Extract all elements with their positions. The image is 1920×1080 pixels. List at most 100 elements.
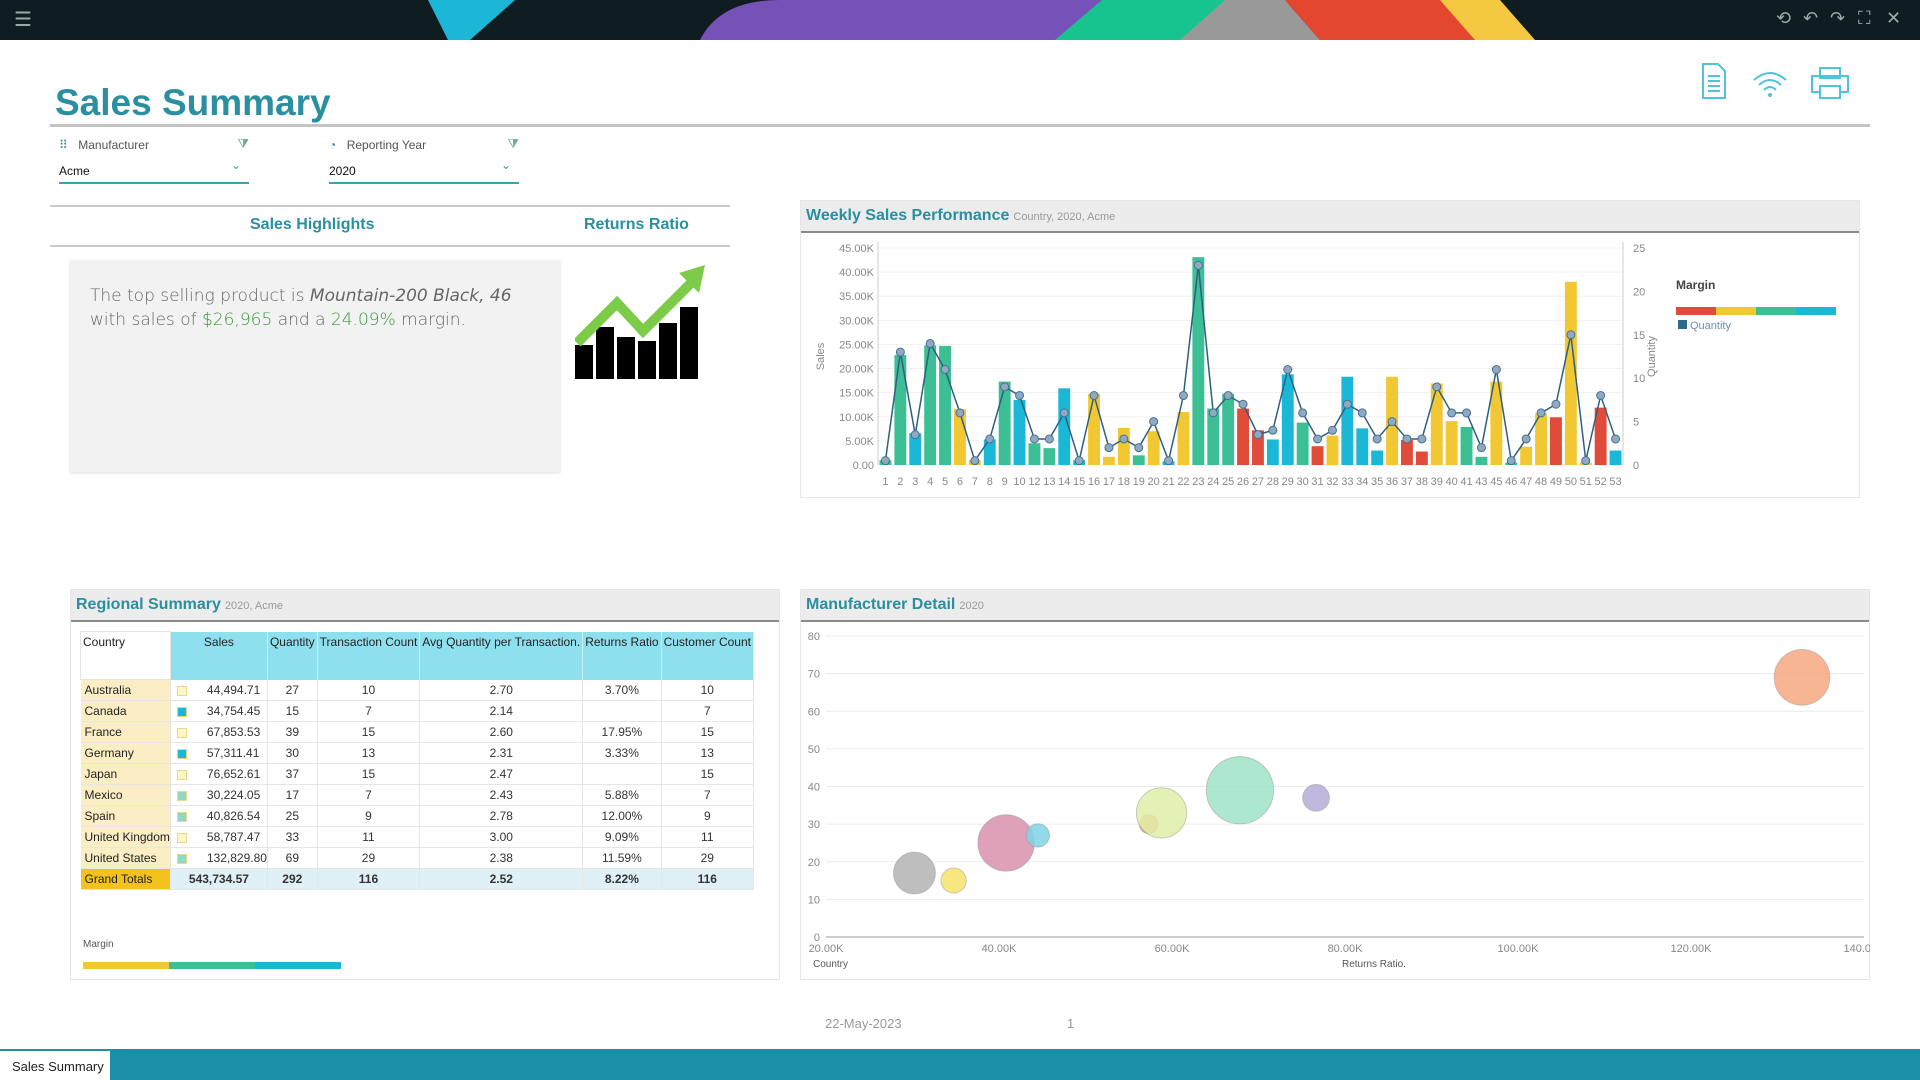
table-cell: 13: [317, 742, 421, 764]
table-cell: 29: [661, 847, 755, 869]
table-cell: 15: [317, 763, 421, 785]
week-label: 5: [942, 476, 948, 488]
week-label: 12: [1028, 476, 1040, 488]
quantity-point: [1581, 456, 1591, 466]
sales-value: $26,965: [201, 310, 273, 330]
filter-clear-icon[interactable]: ⧩: [507, 136, 519, 151]
document-icon[interactable]: [1700, 62, 1728, 100]
y-tick-label: 0: [814, 932, 820, 944]
week-label: 45: [1490, 476, 1502, 488]
table-cell: 10: [317, 679, 421, 701]
column-header[interactable]: Avg Quantity per Transaction.: [419, 631, 584, 680]
table-cell: 2.38: [419, 847, 584, 869]
y-tick-label: 60: [808, 706, 820, 718]
legend-swatch-red: [1676, 307, 1716, 315]
quantity-point: [1238, 399, 1248, 409]
week-label: 22: [1177, 476, 1189, 488]
quantity-point: [1342, 399, 1352, 409]
bubble-japan: [1302, 783, 1330, 812]
manufacturer-filter[interactable]: ⠿ Manufacturer ⧩ Acme ⌄: [59, 136, 249, 184]
margin-swatch: [176, 685, 187, 696]
table-cell: 7: [661, 700, 755, 722]
title-divider: [50, 124, 1870, 127]
undo-icon[interactable]: ↶: [1803, 8, 1819, 28]
column-header[interactable]: Quantity: [267, 631, 318, 680]
chevron-down-icon[interactable]: ⌄: [230, 158, 241, 172]
quantity-point: [1000, 382, 1010, 392]
sales-bar: [1490, 381, 1503, 465]
y-tick-label: 10.00K: [839, 412, 875, 424]
panel-subtitle: Country, 2020, Acme: [1013, 211, 1116, 223]
tab-sales-highlights[interactable]: Sales Highlights: [250, 216, 375, 233]
sales-bar: [983, 439, 996, 465]
week-label: 16: [1088, 476, 1100, 488]
wifi-icon[interactable]: [1752, 70, 1788, 98]
column-header[interactable]: Returns Ratio: [582, 631, 662, 680]
sales-bar: [1058, 388, 1071, 465]
panel-header: Regional Summary 2020, Acme: [71, 590, 779, 622]
column-header[interactable]: Sales: [170, 631, 268, 680]
panel-title: Regional Summary: [76, 596, 221, 613]
week-label: 51: [1580, 476, 1592, 488]
sales-bar: [1266, 439, 1279, 465]
bubble-france: [1205, 756, 1275, 825]
sales-bar: [1103, 456, 1115, 465]
week-label: 19: [1133, 476, 1145, 488]
column-header[interactable]: Transaction Count: [317, 631, 421, 680]
quantity-point: [1566, 330, 1576, 340]
filter-label: Manufacturer: [78, 138, 149, 152]
filter-clear-icon[interactable]: ⧩: [237, 136, 249, 151]
quantity-point: [1119, 434, 1129, 444]
y-tick-label: 80: [808, 631, 820, 643]
quantity-point: [1521, 434, 1531, 444]
sales-bar: [1192, 257, 1205, 465]
quantity-point: [1015, 391, 1025, 401]
panel-header: Manufacturer Detail 2020: [801, 590, 1869, 622]
close-icon[interactable]: ✕: [1886, 8, 1902, 28]
y-tick-label: 35.00K: [839, 291, 875, 303]
quantity-point: [1044, 434, 1054, 444]
table-cell: 11: [661, 826, 755, 848]
tab-returns-ratio[interactable]: Returns Ratio: [584, 216, 689, 233]
table-row: United States 132,829.80 69 29 2.38 11.59% 29: [80, 847, 755, 869]
fullscreen-icon[interactable]: ⛶: [1858, 8, 1871, 28]
y2-axis-label: Quantity: [1646, 336, 1658, 377]
week-label: 26: [1237, 476, 1249, 488]
print-icon[interactable]: [1810, 66, 1850, 100]
week-label: 8: [987, 476, 993, 488]
table-cell: Japan: [80, 763, 171, 785]
reporting-year-filter[interactable]: ◔ Reporting Year ⧩ 2020 ⌄: [329, 136, 519, 184]
table-cell: 58,787.47: [170, 826, 268, 848]
week-label: 14: [1058, 476, 1070, 488]
x-axis-label: Country: [813, 959, 849, 970]
y-tick-label: 25.00K: [839, 339, 875, 351]
legend-swatch-blue: [1796, 307, 1836, 315]
redo-icon[interactable]: ↷: [1830, 8, 1846, 28]
week-label: 30: [1297, 476, 1309, 488]
column-header[interactable]: Customer Count: [661, 631, 755, 680]
sales-bar: [1132, 455, 1145, 465]
sales-bar: [1475, 456, 1488, 465]
hamburger-menu-icon[interactable]: ☰: [14, 9, 32, 31]
refresh-icon[interactable]: ⟲: [1776, 8, 1792, 28]
y2-tick-label: 25: [1633, 243, 1645, 255]
table-cell: 67,853.53: [170, 721, 268, 743]
legend-swatch-green: [1756, 307, 1796, 315]
quantity-point: [1134, 443, 1144, 453]
chevron-down-icon[interactable]: ⌄: [500, 158, 511, 172]
y2-tick-label: 5: [1633, 417, 1639, 429]
table-cell: 39: [267, 721, 318, 743]
bubble-mexico: [892, 851, 936, 895]
table-cell: 30,224.05: [170, 784, 268, 806]
table-cell: 12.00%: [582, 805, 662, 827]
margin-swatch: [176, 832, 187, 843]
table-cell: 2.60: [419, 721, 584, 743]
week-label: 24: [1207, 476, 1219, 488]
column-header[interactable]: Country: [80, 631, 171, 680]
week-label: 2: [897, 476, 903, 488]
page-title: Sales Summary: [55, 82, 331, 123]
sheet-tab-sales-summary[interactable]: Sales Summary: [0, 1051, 110, 1080]
x-tick-label: 40.00K: [982, 943, 1018, 955]
filter-value: 2020: [329, 164, 356, 178]
legend-quantity[interactable]: Quantity: [1678, 320, 1731, 332]
